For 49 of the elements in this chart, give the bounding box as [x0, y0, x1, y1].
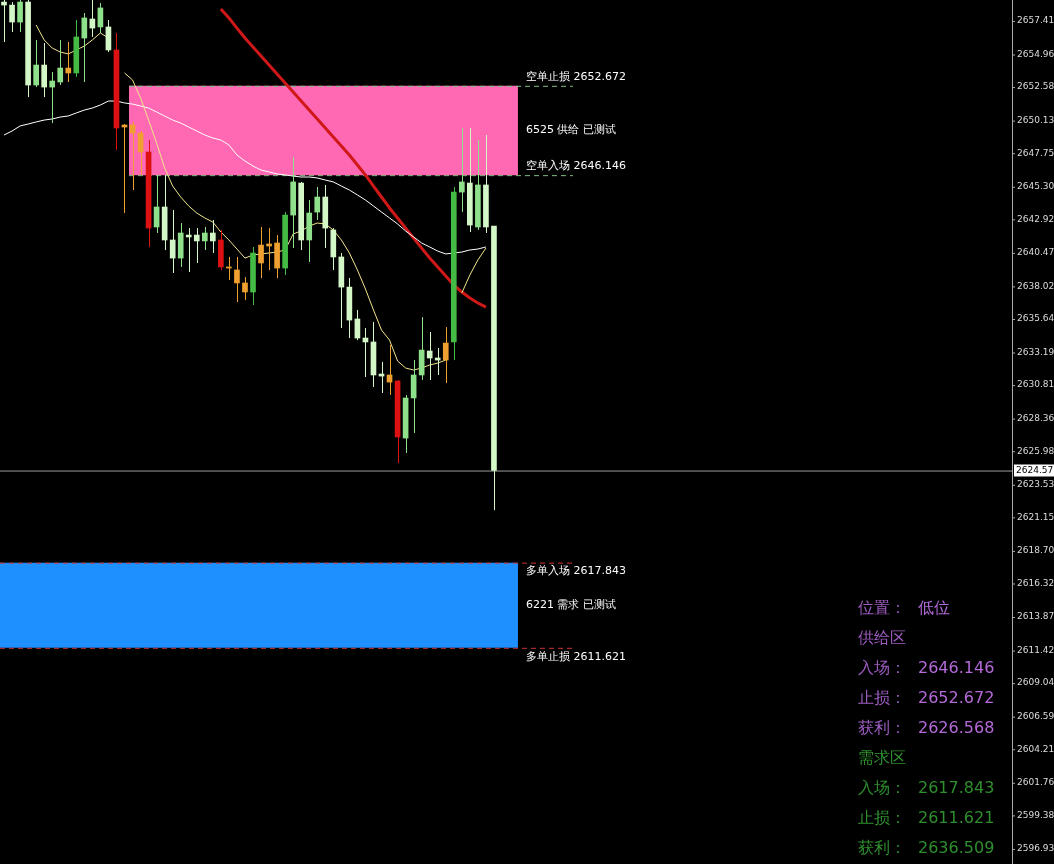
- y-tick-label: 2613.87: [1017, 611, 1054, 622]
- y-tick-label: 2618.70: [1017, 545, 1054, 556]
- annotation: 获利：: [858, 838, 906, 859]
- y-tick-label: 2652.58: [1017, 81, 1054, 92]
- y-tick-label: 2635.64: [1017, 313, 1054, 324]
- y-tick-label: 2625.98: [1017, 445, 1054, 456]
- y-tick-label: 2657.41: [1017, 15, 1054, 26]
- ref-line-label: 多单入场 2617.843: [525, 564, 626, 578]
- y-tick-label: 2630.81: [1017, 379, 1054, 390]
- annotation: 2636.509: [918, 838, 995, 857]
- y-tick-label: 2645.30: [1017, 181, 1054, 192]
- annotation: 位置：: [858, 598, 906, 619]
- annotation: 入场：: [858, 658, 906, 679]
- band-label: 6221 需求 已测试: [525, 598, 616, 612]
- y-tick-label: 2638.02: [1017, 280, 1054, 291]
- y-tick-label: 2650.13: [1017, 114, 1054, 125]
- y-tick-label: 2633.19: [1017, 346, 1054, 357]
- band-label: 6525 供给 已测试: [525, 123, 616, 137]
- y-tick-label: 2601.76: [1017, 777, 1054, 788]
- y-tick-label: 2606.59: [1017, 711, 1054, 722]
- y-tick-label: 2616.32: [1017, 577, 1054, 588]
- annotation: 止损：: [858, 808, 906, 829]
- ref-line-label: 空单入场 2646.146: [525, 159, 626, 173]
- y-tick-label: 2640.47: [1017, 247, 1054, 258]
- ref-line-label: 空单止损 2652.672: [525, 69, 626, 83]
- y-tick-label: 2596.93: [1017, 843, 1054, 854]
- y-tick-label: 2623.53: [1017, 479, 1054, 490]
- y-tick-label: 2609.04: [1017, 677, 1054, 688]
- annotation: 2646.146: [918, 658, 995, 677]
- y-tick-label: 2599.38: [1017, 809, 1054, 820]
- y-tick-label: 2621.15: [1017, 511, 1054, 522]
- annotation: 低位: [918, 598, 950, 619]
- annotation: 止损：: [858, 688, 906, 709]
- ref-line-label: 多单止损 2611.621: [525, 649, 626, 663]
- annotation: 2611.621: [918, 808, 995, 827]
- ref-line-label: 2624.57: [1016, 464, 1054, 475]
- annotation: 入场：: [858, 778, 906, 799]
- y-tick-label: 2654.96: [1017, 48, 1054, 59]
- annotation: 需求区: [858, 748, 906, 769]
- y-tick-label: 2604.21: [1017, 743, 1054, 754]
- annotation: 供给区: [858, 628, 906, 649]
- annotation: 获利：: [858, 718, 906, 739]
- annotation: 2626.568: [918, 718, 995, 737]
- y-tick-label: 2647.75: [1017, 147, 1054, 158]
- annotation: 2617.843: [918, 778, 995, 797]
- y-tick-label: 2628.36: [1017, 413, 1054, 423]
- y-tick-label: 2642.92: [1017, 213, 1054, 224]
- y-tick-label: 2611.42: [1017, 644, 1054, 655]
- annotation: 2652.672: [918, 688, 995, 707]
